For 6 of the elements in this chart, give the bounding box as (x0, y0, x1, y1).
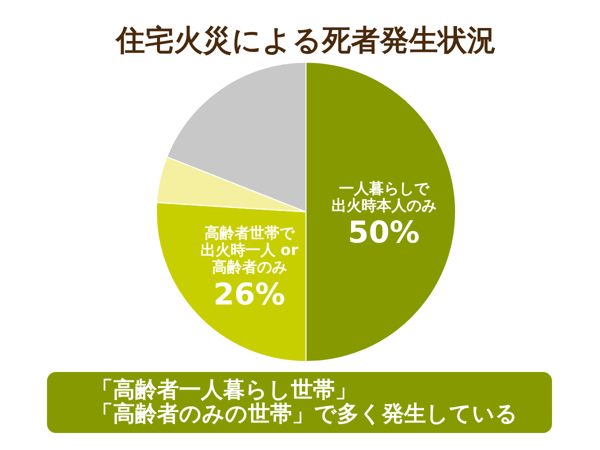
chart-title: 住宅火災による死者発生状況 (114, 22, 496, 57)
data-label: 50% (348, 216, 420, 251)
slice-label: 一人暮らしで出火時本人のみ (331, 179, 436, 214)
data-label: 26% (213, 277, 286, 312)
slice-label: 高齢者世帯で出火時一人 or 高齢者のみ (200, 224, 299, 276)
banner: 「高齢者一人暮らし世帯」「高齢者のみの世帯」で多く発生している (47, 372, 552, 433)
